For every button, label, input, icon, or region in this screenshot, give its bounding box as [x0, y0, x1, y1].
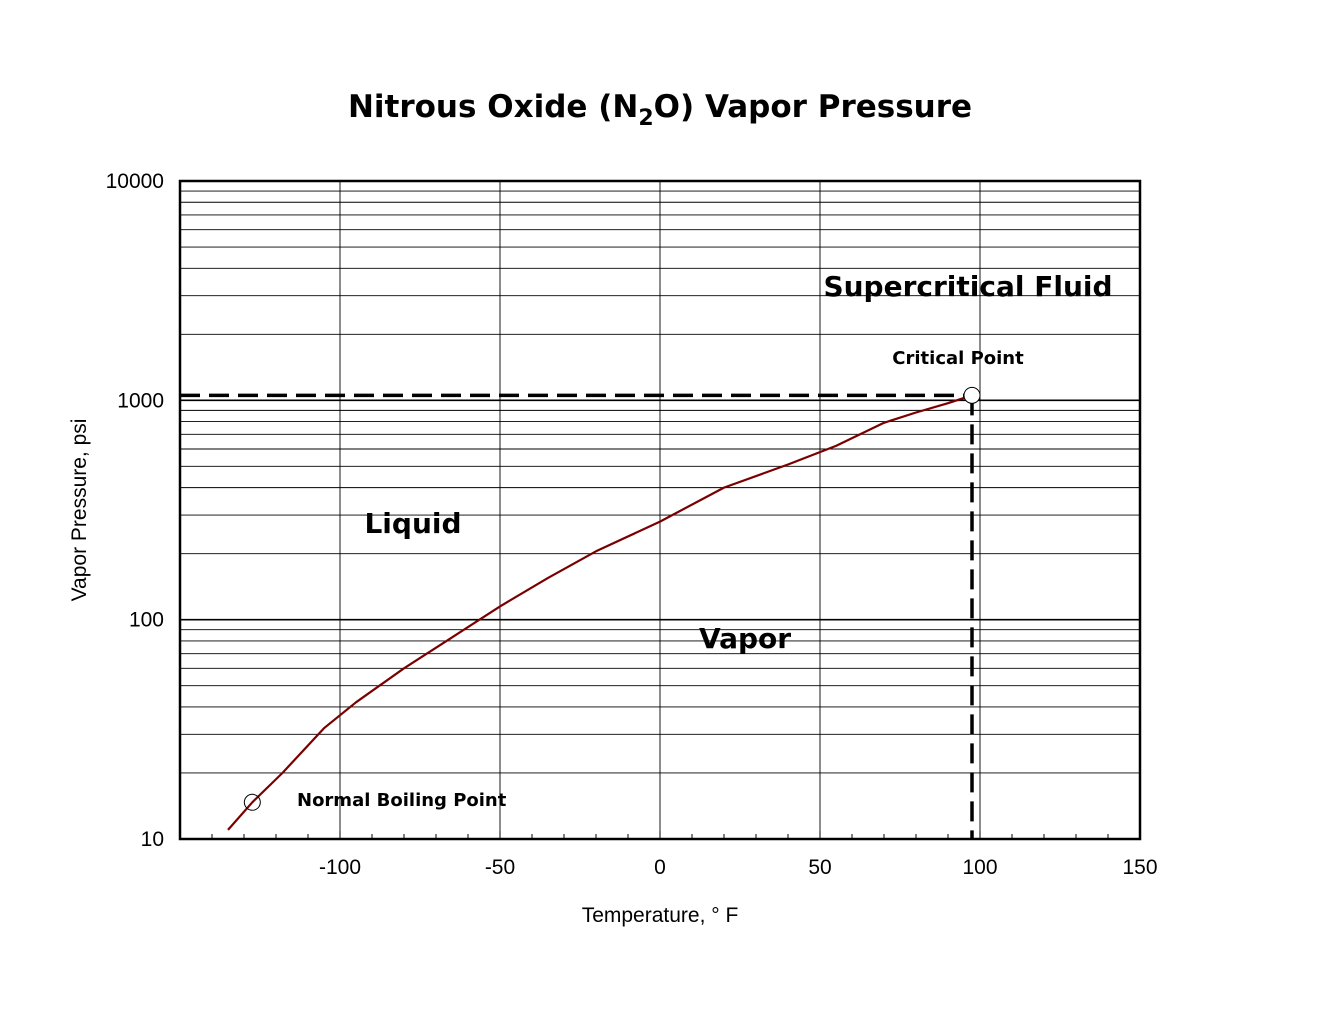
critical-point-guides — [180, 393, 974, 839]
y-tick-label: 10 — [141, 828, 164, 851]
normal-boiling-point-marker — [243, 793, 261, 811]
marker-layer — [243, 386, 981, 811]
y-tick-label: 100 — [129, 609, 164, 632]
y-tick-label: 1000 — [117, 389, 164, 412]
x-tick-label: 0 — [654, 856, 666, 879]
x-axis-label: Temperature, ° F — [582, 904, 739, 927]
critical-point-marker — [963, 386, 981, 404]
chart-title-part-2: O) Vapor Pressure — [654, 89, 972, 125]
chart-title-part-1: Nitrous Oxide (N — [348, 89, 638, 125]
x-tick-label: 150 — [1122, 856, 1157, 879]
y-tick-label: 10000 — [106, 170, 164, 193]
grid — [180, 181, 1140, 839]
chart-title: Nitrous Oxide (N2O) Vapor Pressure — [348, 89, 972, 131]
x-tick-label: -50 — [485, 856, 515, 879]
series-layer — [227, 394, 973, 831]
x-tick-label: -100 — [319, 856, 361, 879]
y-axis-ticks: 10 100 1000 10000 — [106, 170, 164, 851]
region-label-liquid: Liquid — [364, 507, 461, 540]
x-tick-label: 100 — [962, 856, 997, 879]
normal-boiling-point-label: Normal Boiling Point — [297, 790, 507, 811]
critical-point-label: Critical Point — [892, 348, 1024, 369]
chart-title-subscript: 2 — [638, 106, 653, 131]
y-axis-label: Vapor Pressure, psi — [68, 419, 91, 602]
region-label-vapor: Vapor — [699, 622, 791, 655]
vapor-pressure-curve — [227, 394, 973, 831]
x-tick-label: 50 — [808, 856, 831, 879]
x-axis-ticks: -100 -50 0 50 100 150 — [211, 831, 1158, 879]
region-label-supercritical: Supercritical Fluid — [823, 270, 1112, 303]
